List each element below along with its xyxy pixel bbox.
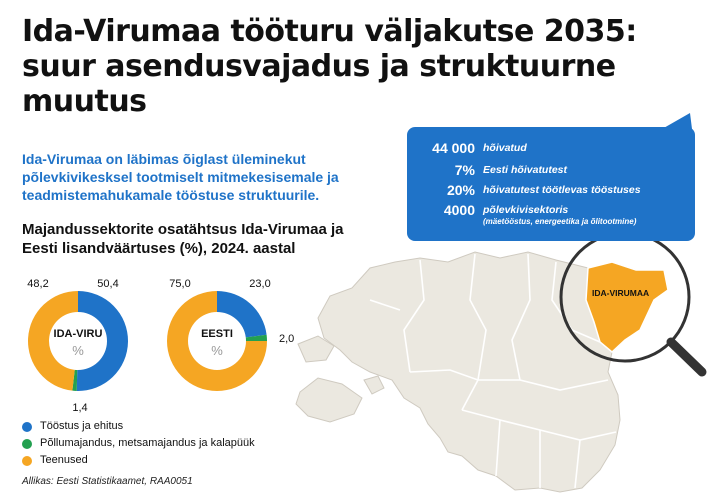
- slice-value-label: 1,4: [72, 402, 87, 414]
- donut-slice: [217, 291, 267, 338]
- legend-label: Põllumajandus, metsamajandus ja kalapüük: [40, 437, 255, 449]
- callout-value: 4000: [443, 202, 475, 218]
- donut-center-label: IDA-VIRU: [54, 328, 103, 340]
- infographic-title: Ida-Virumaa tööturu väljakutse 2035: suu…: [22, 14, 637, 119]
- donut-slice: [76, 291, 128, 391]
- donut-slice: [167, 291, 267, 391]
- callout-label: Eesti hõivatutest: [483, 164, 568, 176]
- source-note: Allikas: Eesti Statistikaamet, RAA0051: [22, 476, 193, 487]
- donut-slice: [245, 334, 267, 341]
- slice-value-label: 50,4: [97, 278, 118, 290]
- region-label: IDA-VIRUMAA: [592, 288, 649, 298]
- callout-sublabel: (mäetööstus, energeetika ja õlitootmine): [483, 217, 637, 226]
- estonia-map-group: [295, 251, 669, 493]
- donut-center-label: EESTI: [201, 328, 233, 340]
- saaremaa-island: [295, 377, 363, 423]
- legend-swatch: [22, 439, 32, 449]
- slice-value-label: 23,0: [249, 278, 270, 290]
- chart-subheading: Majandussektorite osatähtsus Ida-Virumaa…: [22, 221, 344, 257]
- donut-slice: [72, 369, 78, 391]
- legend-swatch: [22, 422, 32, 432]
- magnifier-handle: [666, 337, 707, 377]
- estonia-mainland: [317, 251, 669, 493]
- ida-virumaa-region: [585, 261, 669, 353]
- intro-text: Ida-Virumaa on läbimas õiglast ülemineku…: [22, 151, 339, 203]
- slice-value-label: 2,0: [279, 333, 294, 345]
- legend-label: Teenused: [40, 454, 88, 466]
- hiiumaa-island: [297, 335, 335, 363]
- callout-label: hõivatutest töötlevas tööstuses: [483, 184, 641, 196]
- stats-callout: 44 000 hõivatud 7% Eesti hõivatutest 20%…: [407, 113, 695, 241]
- slice-value-label: 75,0: [169, 278, 190, 290]
- callout-value: 20%: [446, 182, 475, 198]
- callout-label: hõivatud: [483, 142, 527, 154]
- callout-value: 7%: [454, 162, 475, 178]
- callout-value: 44 000: [432, 140, 475, 156]
- county-borders: [369, 253, 617, 489]
- muhu-island: [363, 375, 385, 395]
- callout-pointer: [662, 113, 692, 129]
- callout-label: põlevkivisektoris: [483, 204, 569, 216]
- donut-unit-label: %: [72, 343, 84, 358]
- legend-label: Tööstus ja ehitus: [40, 420, 124, 432]
- donut-slice: [27, 291, 78, 391]
- slice-value-label: 48,2: [27, 278, 48, 290]
- donut-unit-label: %: [211, 343, 223, 358]
- legend-swatch: [22, 456, 32, 466]
